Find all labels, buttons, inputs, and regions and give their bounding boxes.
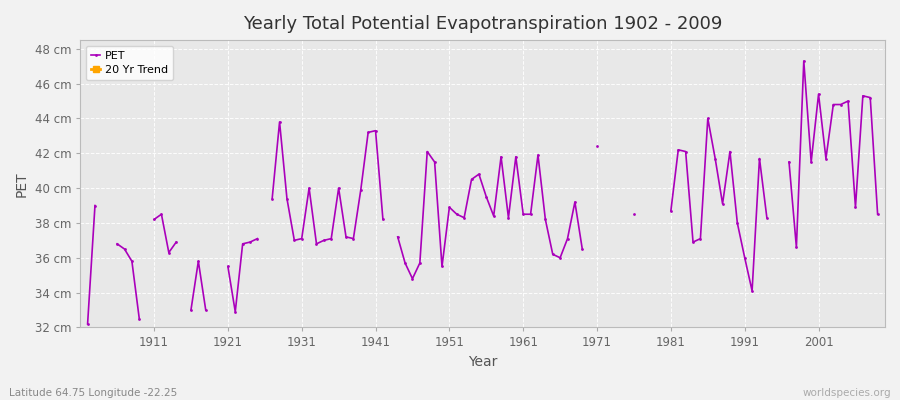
Title: Yearly Total Potential Evapotranspiration 1902 - 2009: Yearly Total Potential Evapotranspiratio… <box>243 15 723 33</box>
Line: PET: PET <box>86 60 879 325</box>
Text: Latitude 64.75 Longitude -22.25: Latitude 64.75 Longitude -22.25 <box>9 388 177 398</box>
PET <box>459 215 470 220</box>
Y-axis label: PET: PET <box>15 171 29 196</box>
PET <box>717 201 728 206</box>
PET <box>872 212 883 217</box>
X-axis label: Year: Year <box>468 355 498 369</box>
Legend: PET, 20 Yr Trend: PET, 20 Yr Trend <box>86 46 174 80</box>
PET <box>171 240 182 244</box>
PET <box>865 95 876 100</box>
PET <box>82 322 93 326</box>
Text: worldspecies.org: worldspecies.org <box>803 388 891 398</box>
